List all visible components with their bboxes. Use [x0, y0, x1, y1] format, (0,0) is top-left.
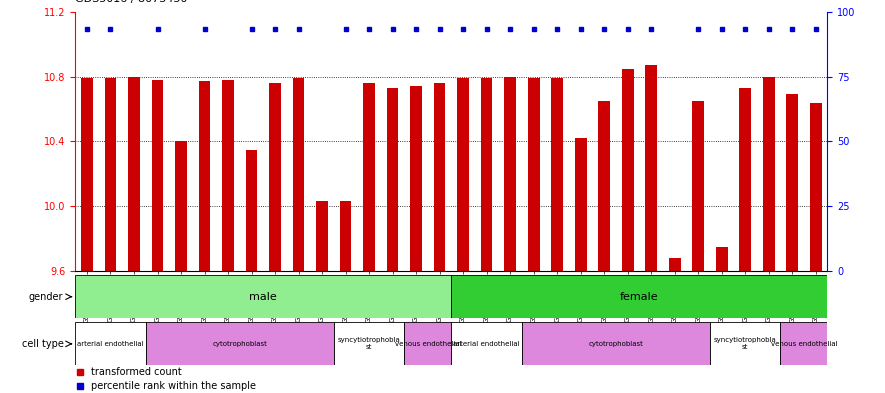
FancyBboxPatch shape — [75, 275, 451, 318]
Text: cytotrophoblast: cytotrophoblast — [589, 341, 643, 347]
Bar — [363, 83, 375, 271]
Text: venous endothelial: venous endothelial — [395, 341, 461, 347]
FancyBboxPatch shape — [451, 275, 827, 318]
FancyBboxPatch shape — [781, 322, 827, 365]
Bar — [574, 138, 587, 271]
Text: female: female — [620, 292, 658, 302]
Text: cytotrophoblast: cytotrophoblast — [212, 341, 267, 347]
Bar — [434, 83, 445, 271]
Bar — [293, 78, 304, 271]
Text: syncytiotrophobla
st: syncytiotrophobla st — [714, 337, 776, 351]
Bar — [104, 78, 116, 271]
Bar — [692, 101, 704, 271]
Bar — [458, 78, 469, 271]
Bar — [504, 77, 516, 271]
Bar — [810, 103, 821, 271]
Bar — [246, 150, 258, 271]
Text: gender: gender — [29, 292, 64, 302]
Text: male: male — [250, 292, 277, 302]
Text: percentile rank within the sample: percentile rank within the sample — [91, 381, 256, 391]
Bar — [598, 101, 610, 271]
Text: arterial endothelial: arterial endothelial — [453, 341, 519, 347]
Bar — [622, 68, 634, 271]
Bar — [787, 94, 798, 271]
Text: arterial endothelial: arterial endothelial — [77, 341, 143, 347]
Bar — [340, 202, 351, 271]
Bar — [222, 80, 234, 271]
Bar — [198, 81, 211, 271]
Bar — [481, 78, 492, 271]
Text: venous endothelial: venous endothelial — [771, 341, 837, 347]
FancyBboxPatch shape — [522, 322, 710, 365]
FancyBboxPatch shape — [710, 322, 781, 365]
Bar — [527, 78, 540, 271]
FancyBboxPatch shape — [334, 322, 404, 365]
Bar — [81, 78, 93, 271]
Bar — [387, 88, 398, 271]
Text: syncytiotrophobla
st: syncytiotrophobla st — [338, 337, 400, 351]
Text: cell type: cell type — [21, 339, 64, 349]
Text: transformed count: transformed count — [91, 367, 181, 377]
Bar — [669, 258, 681, 271]
Bar — [716, 247, 727, 271]
Bar — [763, 77, 774, 271]
FancyBboxPatch shape — [146, 322, 334, 365]
Bar — [411, 86, 422, 271]
FancyBboxPatch shape — [75, 322, 146, 365]
Bar — [128, 77, 140, 271]
FancyBboxPatch shape — [404, 322, 451, 365]
Bar — [316, 202, 328, 271]
FancyBboxPatch shape — [451, 322, 522, 365]
Bar — [151, 80, 164, 271]
Text: GDS5016 / 8073430: GDS5016 / 8073430 — [75, 0, 188, 4]
Bar — [269, 83, 281, 271]
Bar — [645, 65, 657, 271]
Bar — [551, 78, 563, 271]
Bar — [739, 88, 751, 271]
Bar — [175, 141, 187, 271]
